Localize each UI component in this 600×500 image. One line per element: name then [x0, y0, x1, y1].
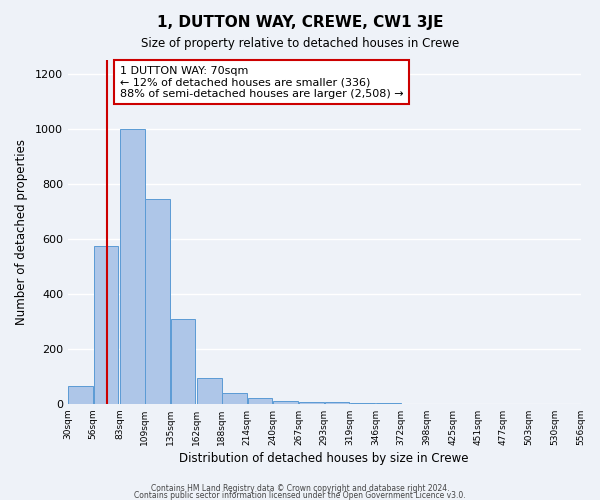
Bar [68, 386, 93, 404]
Text: Contains HM Land Registry data © Crown copyright and database right 2024.: Contains HM Land Registry data © Crown c… [151, 484, 449, 493]
X-axis label: Distribution of detached houses by size in Crewe: Distribution of detached houses by size … [179, 452, 469, 465]
Text: Size of property relative to detached houses in Crewe: Size of property relative to detached ho… [141, 38, 459, 51]
Bar [273, 401, 298, 404]
Text: 1, DUTTON WAY, CREWE, CW1 3JE: 1, DUTTON WAY, CREWE, CW1 3JE [157, 15, 443, 30]
Text: 1 DUTTON WAY: 70sqm
← 12% of detached houses are smaller (336)
88% of semi-detac: 1 DUTTON WAY: 70sqm ← 12% of detached ho… [119, 66, 403, 98]
Text: Contains public sector information licensed under the Open Government Licence v3: Contains public sector information licen… [134, 491, 466, 500]
Bar [120, 129, 145, 404]
Bar [222, 394, 247, 404]
Bar [145, 199, 170, 404]
Bar [170, 318, 195, 404]
Bar [325, 402, 349, 404]
Bar [248, 398, 272, 404]
Bar [299, 402, 324, 404]
Y-axis label: Number of detached properties: Number of detached properties [15, 139, 28, 325]
Bar [197, 378, 221, 404]
Bar [94, 246, 118, 404]
